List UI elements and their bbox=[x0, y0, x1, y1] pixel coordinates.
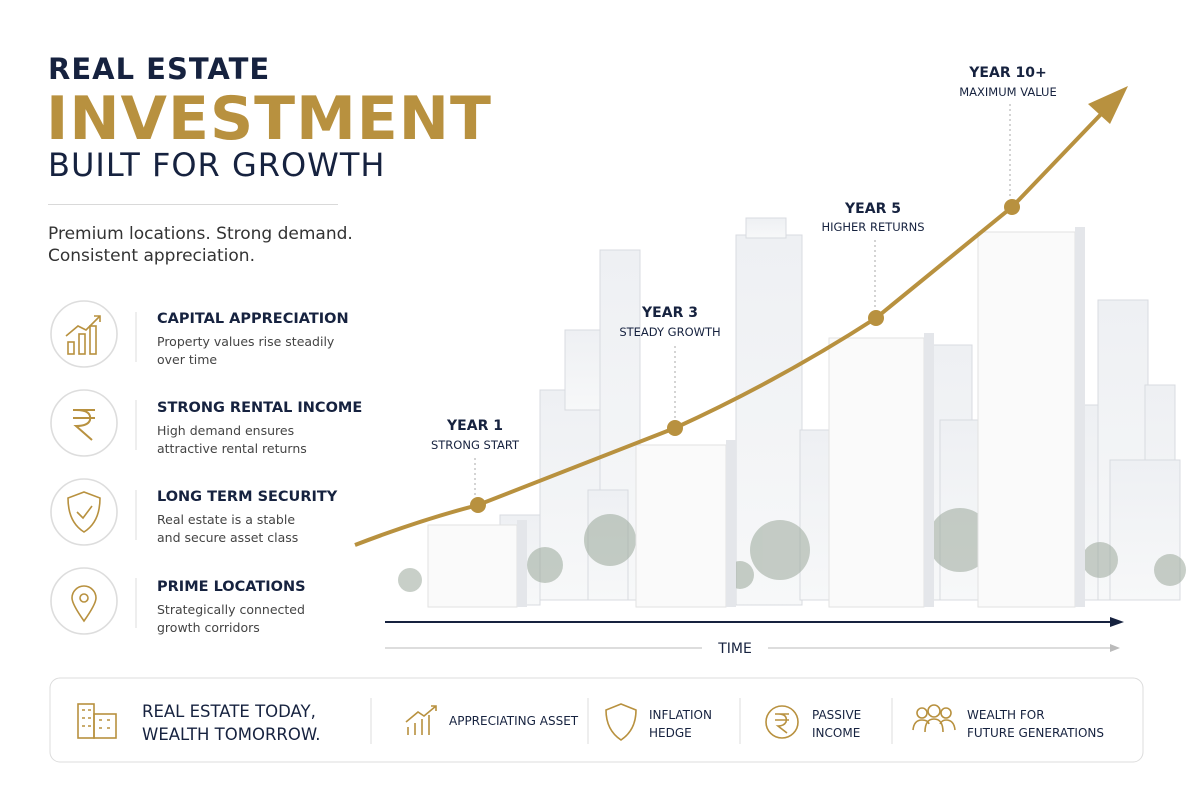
footer-item: INCOME bbox=[812, 726, 860, 740]
footer-box bbox=[49, 677, 1144, 763]
feature-desc: attractive rental returns bbox=[157, 441, 307, 456]
city-skyline bbox=[499, 217, 1181, 606]
footer-icons bbox=[77, 703, 956, 741]
axis-label: TIME bbox=[717, 641, 752, 657]
footer-item: INFLATION bbox=[649, 708, 712, 722]
title-line: BUILT FOR GROWTH bbox=[48, 146, 386, 184]
feature-desc: Real estate is a stable bbox=[157, 512, 296, 527]
footer-item: WEALTH FOR bbox=[967, 708, 1045, 722]
growth-blocks bbox=[427, 227, 1085, 608]
footer-item: PASSIVE bbox=[812, 708, 861, 722]
feature-desc: Strategically connected bbox=[157, 602, 305, 617]
feature-title: STRONG RENTAL INCOME bbox=[157, 400, 363, 416]
feature-title: LONG TERM SECURITY bbox=[157, 489, 338, 505]
milestone-leaders bbox=[474, 104, 1011, 498]
feature-title: PRIME LOCATIONS bbox=[157, 579, 306, 595]
feature-title: CAPITAL APPRECIATION bbox=[157, 311, 349, 327]
footer-item: HEDGE bbox=[649, 726, 692, 740]
tagline: Consistent appreciation. bbox=[48, 246, 255, 266]
feature-desc: over time bbox=[157, 352, 218, 367]
milestone-label: YEAR 1 bbox=[446, 418, 503, 434]
feature-desc: Property values rise steadily bbox=[157, 334, 335, 349]
footer-slogan: WEALTH TOMORROW. bbox=[142, 725, 321, 744]
growth-line bbox=[354, 108, 1107, 547]
feature-desc: High demand ensures bbox=[157, 423, 295, 438]
tagline: Premium locations. Strong demand. bbox=[48, 224, 353, 244]
milestone-label: YEAR 10+ bbox=[968, 65, 1046, 81]
title-line: REAL ESTATE bbox=[48, 52, 271, 86]
footer-item: APPRECIATING ASSET bbox=[449, 714, 579, 728]
milestone-sublabel: MAXIMUM VALUE bbox=[959, 85, 1057, 99]
milestone-label: YEAR 3 bbox=[641, 305, 698, 321]
time-arrowhead bbox=[1110, 644, 1120, 652]
milestone-label: YEAR 5 bbox=[844, 201, 901, 217]
milestone-sublabel: STEADY GROWTH bbox=[619, 325, 720, 339]
milestone-sublabel: HIGHER RETURNS bbox=[821, 220, 924, 234]
footer-slogan: REAL ESTATE TODAY, bbox=[142, 702, 316, 721]
feature-icons bbox=[50, 300, 118, 635]
title-highlight: INVESTMENT bbox=[46, 84, 492, 154]
time-arrowhead bbox=[1110, 617, 1124, 627]
milestone-sublabel: STRONG START bbox=[431, 438, 520, 452]
feature-desc: and secure asset class bbox=[157, 530, 299, 545]
trees bbox=[398, 508, 1186, 592]
growth-arrowhead bbox=[1088, 86, 1128, 124]
footer-separators bbox=[370, 698, 893, 744]
milestone-dots bbox=[470, 199, 1020, 513]
divider bbox=[48, 204, 338, 205]
feature-desc: growth corridors bbox=[157, 620, 260, 635]
footer-item: FUTURE GENERATIONS bbox=[967, 726, 1104, 740]
